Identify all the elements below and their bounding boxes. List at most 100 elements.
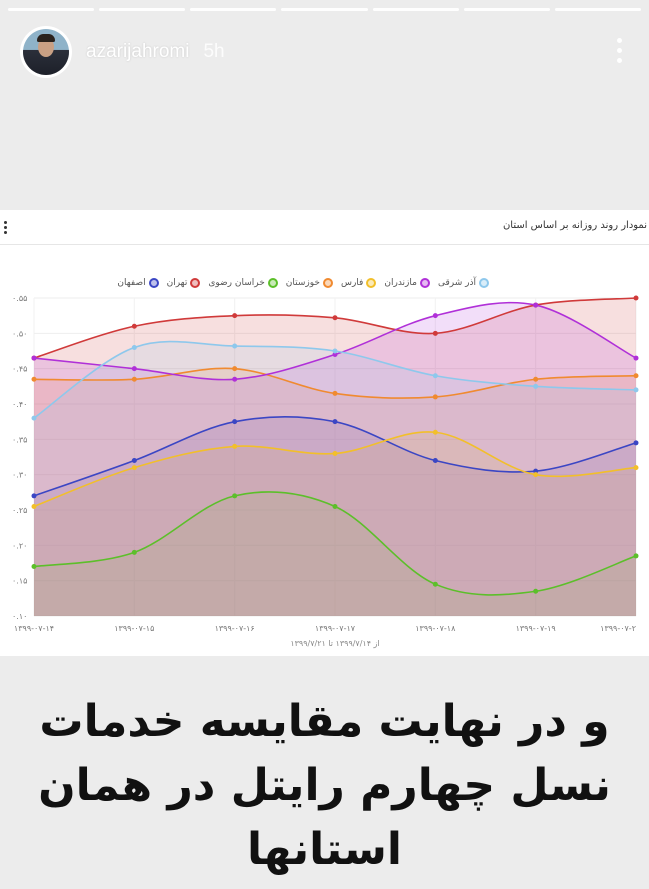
legend-item[interactable]: مازندران (384, 278, 430, 288)
chart-card: نمودار روند روزانه بر اساس استان اصفهان ت… (0, 210, 649, 656)
data-point (232, 493, 238, 499)
profile-photo (23, 29, 69, 75)
legend-label: اصفهان (117, 278, 146, 288)
data-point (432, 373, 438, 379)
legend-swatch (267, 278, 278, 288)
username[interactable]: azarijahromi (86, 41, 190, 62)
data-point (332, 352, 338, 358)
legend-swatch (322, 278, 333, 288)
legend-label: آذر شرقی (437, 278, 476, 288)
data-point (633, 373, 639, 379)
series-area (34, 302, 636, 616)
data-point (633, 387, 639, 393)
data-point (533, 376, 539, 382)
series-area (34, 298, 636, 616)
data-point (432, 581, 438, 587)
data-point (432, 313, 438, 319)
chart-menu-icon[interactable] (4, 221, 7, 236)
series-area (34, 368, 636, 616)
data-point (633, 295, 639, 301)
legend-item[interactable]: اصفهان (117, 278, 159, 288)
legend-item[interactable]: فارس (340, 278, 377, 288)
legend-item[interactable]: خوزستان (286, 278, 333, 288)
data-point (533, 383, 539, 389)
y-tick-label: ۰.۵۰ (12, 329, 27, 338)
data-point (131, 458, 137, 464)
data-point (131, 465, 137, 471)
x-axis-label: از ۱۳۹۹/۷/۱۴ تا ۱۳۹۹/۷/۲۱ (290, 639, 379, 648)
progress-segment (554, 8, 641, 11)
series-area (34, 431, 636, 616)
more-options-icon[interactable] (617, 38, 623, 63)
legend-item[interactable]: تهران (167, 278, 201, 288)
data-point (633, 465, 639, 471)
y-tick-label: ۰.۳۵ (12, 435, 27, 444)
x-tick-label: ۱۳۹۹-۰۷-۱۷ (315, 624, 356, 633)
data-point (232, 343, 238, 349)
data-point (232, 443, 238, 449)
chart-legend: اصفهان تهران خراسان رضوی خوزستان فارس مازندرا… (117, 278, 489, 288)
data-point (633, 553, 639, 559)
legend-label: فارس (340, 278, 364, 288)
x-tick-label: ۱۳۹۹-۰۷-۱۴ (14, 624, 54, 633)
data-point (432, 429, 438, 435)
legend-swatch (190, 278, 201, 288)
data-point (533, 302, 539, 308)
data-point (232, 313, 238, 319)
x-tick-label: ۱۳۹۹-۰۷-۱۶ (215, 624, 255, 633)
series-area (34, 341, 636, 616)
data-point (131, 376, 137, 382)
data-point (633, 440, 639, 446)
x-tick-label: ۱۳۹۹-۰۷-۲ (600, 624, 636, 633)
legend-item[interactable]: خراسان رضوی (208, 278, 278, 288)
progress-segment (99, 8, 186, 11)
data-point (432, 330, 438, 336)
y-tick-label: ۰.۴۰ (12, 400, 27, 409)
y-tick-label: ۰.۵۵ (12, 294, 27, 303)
data-point (332, 348, 338, 354)
data-point (432, 458, 438, 464)
data-point (332, 450, 338, 456)
progress-segment (372, 8, 459, 11)
y-tick-label: ۰.۲۵ (12, 506, 27, 515)
progress-segment (281, 8, 368, 11)
data-point (232, 376, 238, 382)
legend-item[interactable]: آذر شرقی (438, 278, 489, 288)
chart-title: نمودار روند روزانه بر اساس استان (502, 220, 647, 231)
story-progress (8, 8, 641, 11)
y-tick-label: ۰.۳۰ (12, 471, 27, 480)
data-point (533, 468, 539, 474)
legend-label: خراسان رضوی (208, 278, 265, 288)
legend-swatch (366, 278, 377, 288)
story-caption: و در نهایت مقایسه خدمات نسل چهارم رایتل … (38, 696, 611, 875)
legend-swatch (419, 278, 430, 288)
data-point (332, 390, 338, 396)
data-point (31, 503, 37, 509)
legend-label: مازندران (384, 278, 417, 288)
data-point (31, 355, 37, 361)
x-tick-label: ۱۳۹۹-۰۷-۱۵ (114, 624, 154, 633)
data-point (31, 415, 37, 421)
legend-label: خوزستان (285, 278, 320, 288)
y-tick-label: ۰.۴۵ (12, 365, 27, 374)
data-point (533, 472, 539, 478)
y-tick-label: ۰.۱۰ (12, 612, 27, 621)
y-tick-label: ۰.۲۰ (12, 541, 27, 550)
data-point (432, 394, 438, 400)
series-area (34, 416, 636, 616)
data-point (131, 323, 137, 329)
data-point (31, 493, 37, 499)
data-point (31, 564, 37, 570)
timestamp: 5h (203, 41, 225, 62)
progress-segment (190, 8, 277, 11)
data-point (332, 503, 338, 509)
x-tick-label: ۱۳۹۹-۰۷-۱۸ (415, 624, 456, 633)
legend-label: تهران (166, 278, 188, 288)
chart: ۰.۵۵ ۰.۵۰ ۰.۴۵ ۰.۴۰ ۰.۳۵ ۰.۳۰ ۰.۲۵ ۰.۲۰ ۰.۱۵ ۰.۱۰… (12, 294, 639, 648)
data-point (131, 344, 137, 350)
legend-swatch (479, 278, 489, 288)
data-point (232, 419, 238, 425)
data-point (332, 315, 338, 321)
chart-card-header: نمودار روند روزانه بر اساس استان (0, 210, 649, 245)
avatar[interactable] (20, 26, 72, 78)
